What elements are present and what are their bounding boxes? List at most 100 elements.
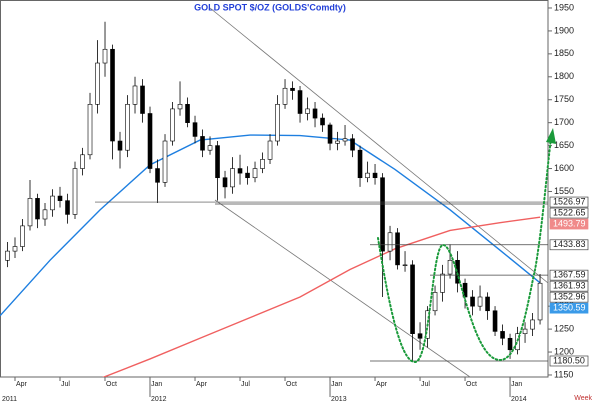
candle-body bbox=[207, 145, 213, 151]
candle-body bbox=[177, 104, 183, 110]
candle-body bbox=[365, 172, 370, 179]
y-tick-label: 1600 bbox=[554, 163, 574, 173]
candle-body bbox=[27, 198, 33, 227]
candle-body bbox=[447, 259, 453, 275]
candle-body bbox=[162, 140, 168, 183]
price-box bbox=[549, 302, 589, 314]
price-label: 1367.59 bbox=[553, 270, 586, 280]
candle-body bbox=[357, 149, 363, 179]
average-line bbox=[102, 216, 541, 377]
candle-body bbox=[470, 296, 475, 307]
candle-body bbox=[50, 195, 55, 211]
candle-body bbox=[395, 232, 400, 266]
candle-body bbox=[42, 209, 48, 220]
candle-body bbox=[5, 250, 10, 261]
y-tick-label: 1900 bbox=[554, 25, 574, 35]
price-label: 1526.97 bbox=[553, 196, 586, 206]
candle-body bbox=[312, 108, 318, 119]
candle-body bbox=[252, 168, 258, 179]
y-tick-label: 1850 bbox=[554, 48, 574, 58]
average-line bbox=[0, 134, 541, 317]
x-tick-label: Jan bbox=[331, 381, 342, 388]
candle-body bbox=[440, 273, 445, 293]
candle-body bbox=[192, 122, 198, 137]
candle-body bbox=[417, 333, 423, 339]
candle-body bbox=[537, 282, 543, 321]
candle-body bbox=[20, 225, 25, 247]
x-tick-label: Apr bbox=[196, 381, 208, 388]
candle-body bbox=[282, 87, 288, 105]
price-label: 1522.65 bbox=[553, 207, 586, 217]
candle-body bbox=[245, 172, 250, 179]
candle-body bbox=[410, 264, 415, 334]
candle-body bbox=[140, 85, 145, 114]
candle-body bbox=[320, 117, 325, 126]
candle-body bbox=[87, 104, 93, 156]
y-tick-label: 1200 bbox=[554, 346, 574, 356]
candle-body bbox=[222, 177, 228, 188]
candle-body bbox=[522, 328, 528, 334]
plot-area bbox=[0, 21, 548, 377]
candle-body bbox=[155, 168, 160, 183]
candle-body bbox=[492, 310, 498, 332]
y-tick-label: 1650 bbox=[554, 140, 574, 150]
chart-title: GOLD SPOT $/OZ (GOLDS'Comdty) bbox=[194, 2, 346, 12]
y-tick-label: 1700 bbox=[554, 117, 574, 127]
x-tick-label: Apr bbox=[376, 381, 388, 388]
projection-arrow bbox=[546, 128, 556, 144]
candle-body bbox=[12, 246, 18, 252]
trend-line bbox=[214, 199, 471, 377]
price-label: 1361.93 bbox=[553, 281, 586, 291]
candle-body bbox=[125, 104, 130, 151]
y-tick-label: 1550 bbox=[554, 186, 574, 196]
candle-body bbox=[57, 195, 63, 201]
x-tick-label: Jul bbox=[61, 381, 70, 388]
candle-body bbox=[80, 154, 85, 169]
annotations bbox=[209, 7, 548, 377]
year-label: 2014 bbox=[511, 396, 527, 403]
price-label: 1352.96 bbox=[553, 292, 586, 302]
candle-body bbox=[290, 87, 295, 91]
candle-body bbox=[260, 159, 265, 169]
price-box bbox=[549, 196, 589, 208]
candle-body bbox=[455, 259, 460, 284]
price-box bbox=[549, 291, 589, 303]
x-tick-label: Oct bbox=[106, 381, 117, 388]
candle-body bbox=[65, 200, 70, 215]
candle-body bbox=[507, 337, 513, 351]
candle-body bbox=[297, 90, 303, 114]
candle-body bbox=[372, 172, 378, 179]
candle-body bbox=[110, 48, 115, 142]
plot-frame bbox=[0, 0, 549, 378]
candle-body bbox=[335, 140, 340, 144]
candle-body bbox=[102, 48, 108, 64]
price-label: 1493.79 bbox=[553, 218, 586, 228]
candle-body bbox=[185, 104, 190, 123]
candle-body bbox=[35, 198, 40, 220]
candle-body bbox=[342, 138, 348, 142]
y-tick-label: 1250 bbox=[554, 323, 574, 333]
year-label: 2011 bbox=[2, 396, 17, 403]
candle-body bbox=[132, 85, 138, 105]
candle-body bbox=[402, 264, 408, 266]
price-label: 1350.59 bbox=[553, 303, 586, 313]
candle-body bbox=[477, 296, 483, 307]
candle-body bbox=[117, 140, 123, 151]
candle-body bbox=[500, 331, 505, 339]
y-tick-label: 1750 bbox=[554, 94, 574, 104]
x-tick-label: Apr bbox=[16, 381, 28, 388]
candle-body bbox=[95, 62, 100, 105]
price-label: 1180.50 bbox=[553, 355, 585, 365]
x-tick-label: Oct bbox=[466, 381, 477, 388]
candle-body bbox=[387, 232, 393, 252]
price-box bbox=[549, 239, 589, 251]
candle-body bbox=[530, 319, 535, 330]
candle-body bbox=[485, 296, 490, 312]
candle-body bbox=[215, 145, 220, 179]
candle-body bbox=[380, 177, 385, 252]
price-box bbox=[549, 218, 589, 230]
year-label: 2012 bbox=[151, 396, 167, 403]
candle-body bbox=[327, 124, 333, 144]
candle-body bbox=[350, 138, 355, 151]
